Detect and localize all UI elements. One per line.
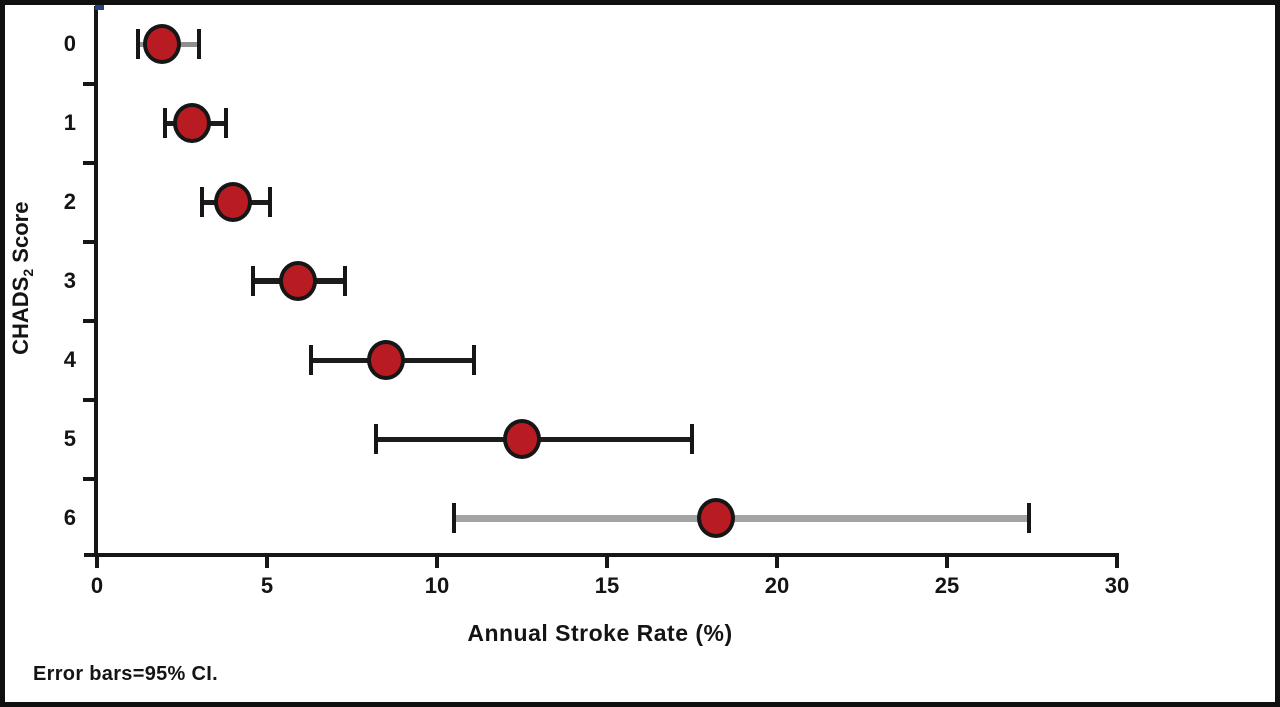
error-bar-cap-left [373,424,378,454]
y-tick [83,476,96,481]
x-tick [945,557,949,568]
y-tick-label: 1 [63,110,76,135]
error-bar-cap-right [472,345,477,375]
y-tick-label: 0 [63,31,76,56]
x-tick [605,557,609,568]
y-tick [83,81,96,86]
data-point-marker [173,103,212,143]
y-tick-label: 6 [63,505,76,530]
error-bar-cap-left [200,187,205,217]
error-bar-cap-right [197,29,201,59]
y-axis-title-suffix: Score [7,201,33,269]
error-bar-cap-right [224,108,229,138]
error-bar-cap-left [452,503,456,533]
y-tick-label: 2 [63,189,76,214]
y-tick [83,397,96,402]
x-tick [95,557,99,568]
x-tick [435,557,439,568]
y-axis-title-subscript: 2 [20,268,37,277]
y-tick [83,239,96,244]
x-tick-label: 5 [260,573,274,598]
y-axis-title-prefix: CHADS [7,276,33,355]
error-bar-cap-left [135,29,140,59]
data-point-marker [696,498,735,538]
x-tick [265,557,269,568]
data-point-marker [503,419,541,459]
y-axis-title: CHADS2 Score [8,167,36,389]
error-bar-cap-left [163,108,167,138]
y-tick-label: 5 [63,426,76,451]
x-axis-line [84,553,1119,557]
y-tick-label: 3 [63,268,76,293]
error-bars-note: Error bars=95% CI. [33,663,218,685]
x-tick [1115,557,1119,568]
y-tick [83,318,96,323]
x-tick-label: 20 [764,573,790,598]
y-tick [83,160,96,165]
x-tick-label: 30 [1104,573,1130,598]
x-tick-label: 15 [594,573,620,598]
x-tick-label: 10 [424,573,450,598]
error-bar-cap-right [343,266,348,296]
error-bar-cap-right [1026,503,1031,533]
error-bar-cap-right [690,424,694,454]
data-point-marker [367,340,405,380]
error-bar-cap-left [251,266,256,296]
error-bar-line [454,514,1029,522]
y-tick-label: 4 [63,347,76,372]
data-point-marker [214,182,252,222]
data-point-marker [278,261,317,301]
x-tick [775,557,779,568]
scan-artifact [95,3,104,10]
data-point-marker [142,24,181,64]
x-tick-label: 0 [90,573,104,598]
error-bar-cap-right [268,187,273,217]
x-tick-label: 25 [934,573,960,598]
x-axis-title: Annual Stroke Rate (%) [467,620,733,646]
y-axis-line [94,6,98,557]
error-bar-cap-left [309,345,314,375]
